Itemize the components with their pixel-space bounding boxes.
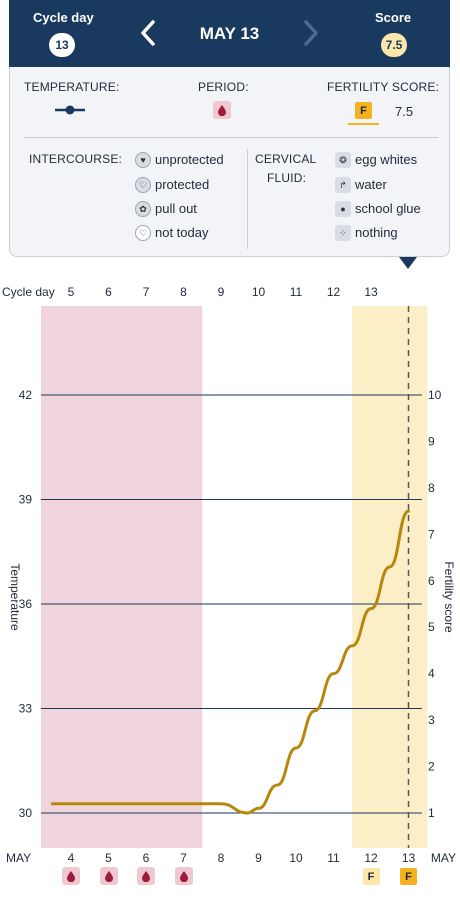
- score-tick-6: 6: [428, 574, 435, 588]
- intercourse-label: INTERCOURSE:: [29, 152, 123, 166]
- date-tick-7: 7: [180, 851, 187, 865]
- fertility-score-value: 7.5: [395, 104, 414, 119]
- month-label-right: MAY: [431, 851, 456, 865]
- fertility-f-icon[interactable]: F: [355, 102, 372, 119]
- score-badge: 7.5: [381, 33, 407, 57]
- date-tick-12: 12: [364, 851, 378, 865]
- temp-tick-33: 33: [19, 702, 33, 716]
- date-tick-6: 6: [143, 851, 150, 865]
- cervical-label: CERVICAL: [255, 152, 317, 166]
- date-header: Cycle day 13 MAY 13 Score 7.5: [9, 0, 450, 67]
- cervical-option-nothing[interactable]: nothing: [355, 225, 398, 240]
- previous-day-button[interactable]: [138, 18, 158, 48]
- pull-out-icon[interactable]: ✿: [135, 201, 151, 217]
- cycle-day-tick-12: 12: [327, 285, 341, 299]
- score-tick-8: 8: [428, 481, 435, 495]
- fertility-score-label: FERTILITY SCORE:: [327, 80, 440, 94]
- temp-tick-42: 42: [19, 388, 33, 402]
- cycle-day-tick-6: 6: [105, 285, 112, 299]
- temperature-label: TEMPERATURE:: [24, 80, 120, 94]
- fertility-badge-day-13[interactable]: F: [400, 868, 417, 885]
- period-drop-icon[interactable]: [99, 867, 118, 885]
- current-date: MAY 13: [199, 24, 260, 43]
- fertility-badge-day-12[interactable]: F: [362, 868, 380, 885]
- heart-filled-icon[interactable]: ♥: [135, 152, 151, 168]
- score-tick-4: 4: [428, 667, 435, 681]
- score-tick-1: 1: [428, 806, 435, 820]
- period-drop-icon[interactable]: [174, 867, 193, 885]
- cycle-day-tick-11: 11: [290, 285, 303, 299]
- water-icon[interactable]: ↱: [335, 177, 351, 193]
- next-day-button[interactable]: [301, 18, 321, 48]
- period-label: PERIOD:: [198, 80, 249, 94]
- nothing-icon[interactable]: ⁘: [335, 225, 351, 241]
- intercourse-option-not-today[interactable]: not today: [155, 225, 209, 240]
- month-label-left: MAY: [6, 851, 31, 865]
- shield-heart-icon[interactable]: ♡: [135, 177, 151, 193]
- date-tick-8: 8: [218, 851, 225, 865]
- heart-outline-icon[interactable]: ♡: [135, 225, 151, 241]
- score-label: Score: [375, 10, 412, 25]
- date-tick-11: 11: [327, 851, 340, 865]
- glue-drop-icon[interactable]: ●: [335, 201, 351, 217]
- cycle-day-tick-5: 5: [68, 285, 75, 299]
- period-drop-icon[interactable]: [137, 867, 155, 885]
- fluid-label: FLUID:: [267, 171, 307, 185]
- score-tick-7: 7: [428, 527, 435, 541]
- cycle-day-tick-10: 10: [252, 285, 266, 299]
- cervical-option-school-glue[interactable]: school glue: [355, 201, 421, 216]
- date-tick-9: 9: [255, 851, 262, 865]
- panel-divider: [24, 137, 438, 138]
- temperature-axis-title: Temperature: [8, 563, 22, 631]
- temp-tick-30: 30: [19, 806, 33, 820]
- cycle-day-axis-label: Cycle day: [2, 285, 55, 299]
- period-drop-icon[interactable]: [62, 867, 80, 885]
- cycle-day-tick-7: 7: [143, 285, 150, 299]
- intercourse-option-pull-out[interactable]: pull out: [155, 201, 197, 216]
- date-tick-10: 10: [289, 851, 303, 865]
- temp-tick-39: 39: [19, 493, 33, 507]
- temp-tick-36: 36: [19, 597, 33, 611]
- period-drop-icon[interactable]: [213, 101, 231, 119]
- cycle-day-badge: 13: [49, 33, 75, 57]
- date-tick-5: 5: [105, 851, 112, 865]
- selected-day-pointer: [399, 257, 417, 269]
- fertility-score-line: [50, 509, 410, 815]
- cycle-day-tick-8: 8: [180, 285, 187, 299]
- intercourse-option-protected[interactable]: protected: [155, 177, 210, 192]
- intercourse-option-unprotected[interactable]: unprotected: [155, 152, 224, 167]
- date-tick-4: 4: [68, 851, 75, 865]
- score-tick-5: 5: [428, 620, 435, 634]
- score-tick-10: 10: [428, 388, 442, 402]
- day-details-panel: TEMPERATURE: PERIOD: FERTILITY SCORE: F …: [9, 67, 450, 257]
- fertility-underline: [348, 123, 379, 125]
- panel-column-divider: [247, 149, 248, 249]
- cycle-day-label: Cycle day: [33, 10, 94, 25]
- cervical-option-water[interactable]: water: [355, 177, 387, 192]
- fertile-window-band: [352, 306, 428, 848]
- score-tick-2: 2: [428, 760, 435, 774]
- egg-whites-icon[interactable]: ❂: [335, 152, 351, 168]
- score-tick-9: 9: [428, 434, 435, 448]
- cycle-day-tick-13: 13: [364, 285, 378, 299]
- score-tick-3: 3: [428, 713, 435, 727]
- cycle-day-tick-9: 9: [218, 285, 225, 299]
- period-band: [41, 306, 203, 848]
- date-tick-13: 13: [402, 851, 416, 865]
- fertility-score-axis-title: Fertility score: [442, 561, 456, 633]
- temperature-slider-icon[interactable]: [54, 104, 86, 116]
- cervical-option-egg-whites[interactable]: egg whites: [355, 152, 418, 167]
